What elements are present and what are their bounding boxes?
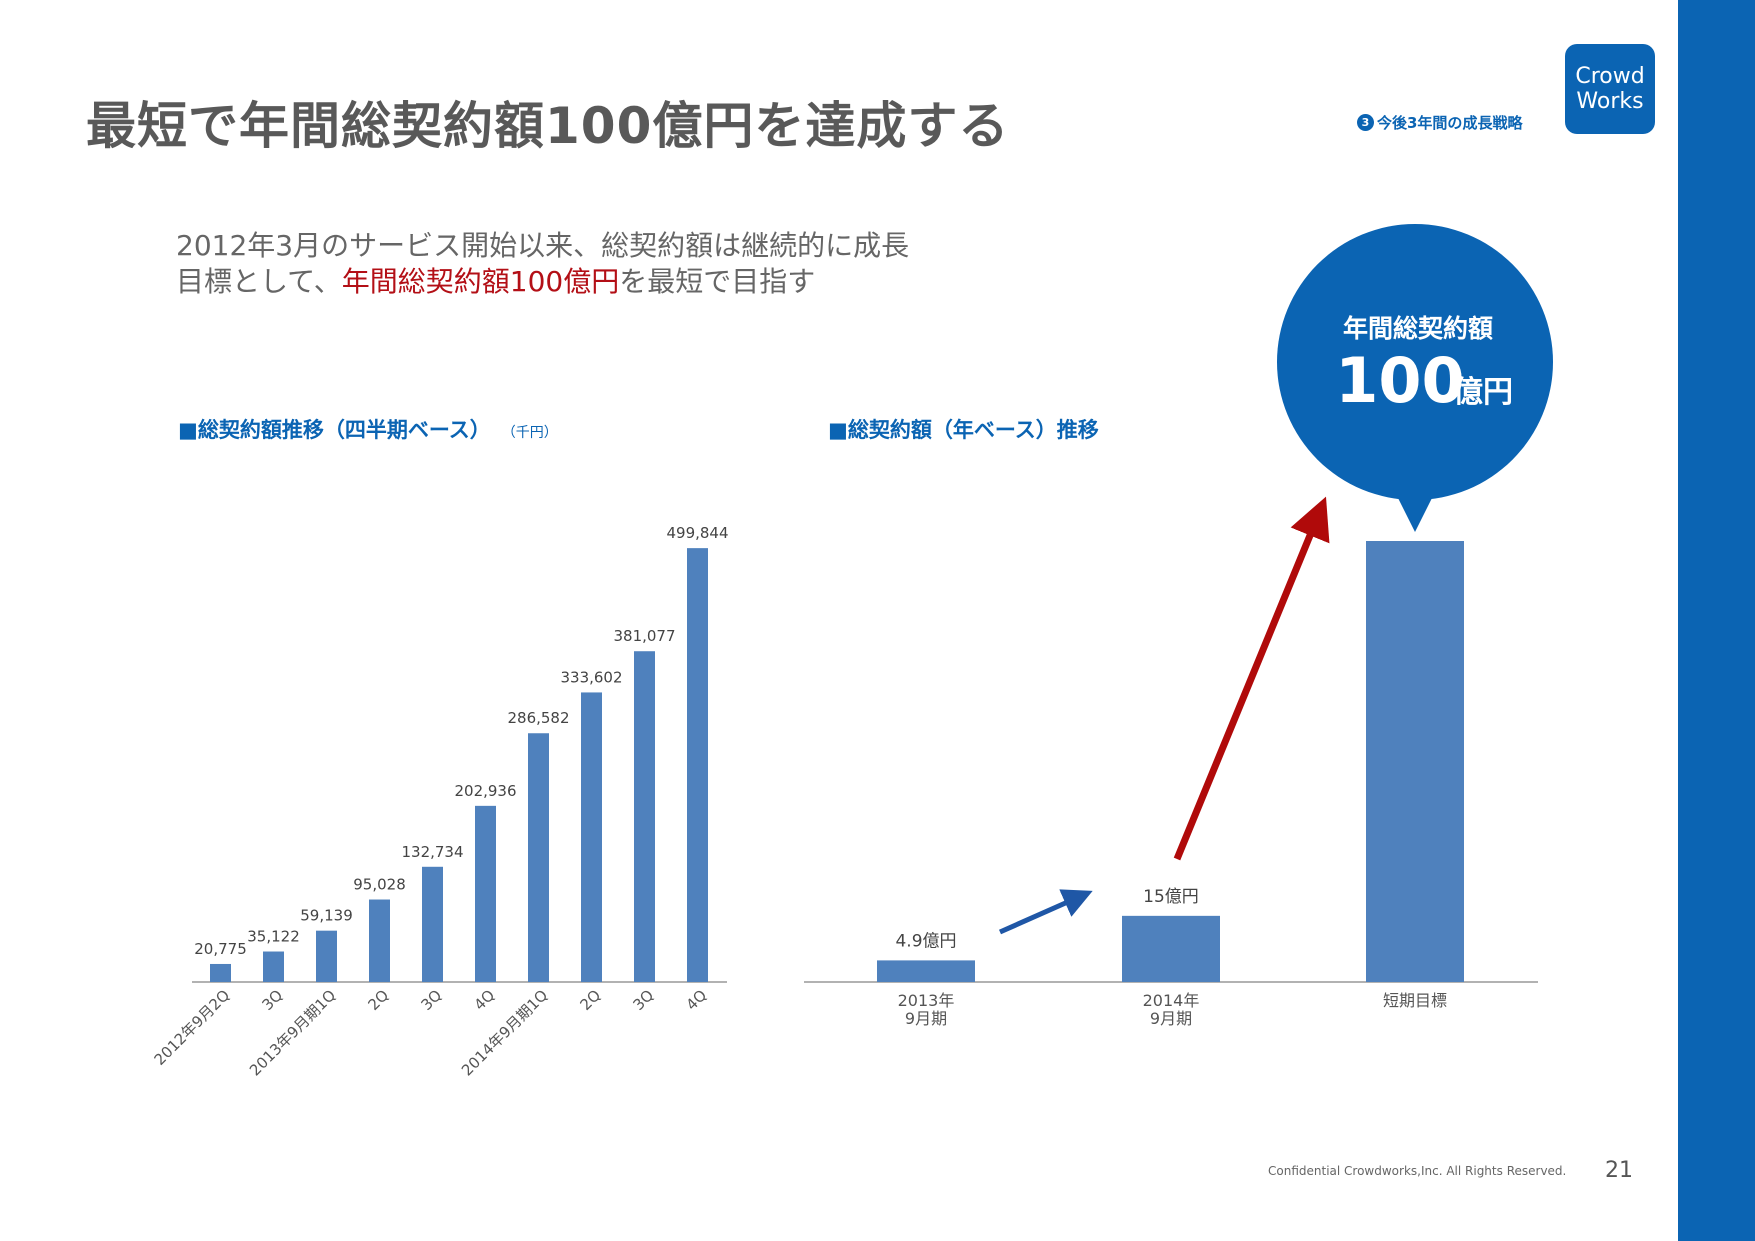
target-bubble-pointer (1393, 488, 1437, 532)
growth-arrow-red (1173, 496, 1330, 861)
copyright-footer: Confidential Crowdworks,Inc. All Rights … (1268, 1164, 1567, 1178)
quarterly-bar (528, 733, 549, 982)
right-accent-bar (1678, 0, 1755, 1241)
quarterly-bar (316, 930, 337, 982)
annual-tick-label: 9月期 (1150, 1009, 1192, 1028)
annual-chart-title: ■総契約額（年ベース）推移 (828, 418, 1099, 442)
quarterly-value-label: 59,139 (300, 907, 353, 925)
quarterly-value-label: 20,775 (194, 940, 247, 958)
quarterly-value-label: 286,582 (507, 709, 569, 727)
annual-tick-label: 2014年 (1143, 991, 1200, 1010)
growth-arrow-blue (998, 889, 1093, 935)
intro-line-1: 2012年3月のサービス開始以来、総契約額は継続的に成長 (176, 229, 910, 262)
annual-value-label: 15億円 (1143, 887, 1199, 907)
quarterly-tick-label: 3Q (258, 986, 286, 1014)
crowdworks-logo: Crowd Works (1565, 44, 1655, 134)
annual-tick-label: 短期目標 (1383, 991, 1447, 1010)
section-label: 今後3年間の成長戦略 (1377, 114, 1523, 132)
page-title: 最短で年間総契約額100億円を達成する (86, 97, 1010, 155)
quarterly-value-label: 381,077 (613, 627, 675, 645)
bubble-unit: 億円 (1453, 375, 1513, 410)
chart-decorations: 年間総契約額100億円 (998, 224, 1553, 935)
quarterly-tick-label: 3Q (629, 986, 657, 1014)
annual-bar (1366, 541, 1464, 982)
intro-text: 2012年3月のサービス開始以来、総契約額は継続的に成長 目標として、年間総契約… (176, 228, 909, 300)
quarterly-bar-chart: 20,7752012年9月2Q35,1223Q59,1392013年9月期1Q9… (151, 524, 729, 1079)
quarterly-tick-label: 4Q (682, 986, 710, 1014)
section-number-badge: 3 (1357, 114, 1374, 131)
quarterly-tick-label: 2Q (364, 986, 392, 1014)
quarterly-value-label: 499,844 (666, 524, 728, 542)
annual-bar (1122, 915, 1220, 982)
quarterly-bar (687, 548, 708, 982)
quarterly-bar (369, 899, 390, 982)
target-bubble (1277, 224, 1553, 500)
intro-line-2-prefix: 目標として、 (176, 265, 342, 298)
quarterly-bar (475, 805, 496, 982)
annual-value-label: 4.9億円 (895, 931, 956, 951)
quarterly-chart-title-text: ■総契約額推移（四半期ベース） (178, 418, 491, 442)
quarterly-value-label: 35,122 (247, 928, 300, 946)
quarterly-tick-label: 4Q (470, 986, 498, 1014)
annual-tick-label: 9月期 (905, 1009, 947, 1028)
annual-tick-label: 2013年 (898, 991, 955, 1010)
intro-highlight: 年間総契約額100億円 (341, 265, 620, 298)
page-number: 21 (1605, 1158, 1633, 1183)
logo-line-2: Works (1576, 89, 1644, 114)
intro-line-2-suffix: を最短で目指す (619, 265, 816, 298)
quarterly-tick-label: 2012年9月2Q (151, 986, 234, 1069)
logo-line-1: Crowd (1575, 64, 1645, 89)
annual-bar (877, 960, 975, 982)
quarterly-chart-title: ■総契約額推移（四半期ベース） （千円） (178, 414, 558, 444)
quarterly-value-label: 333,602 (560, 668, 622, 686)
bubble-label: 年間総契約額 (1343, 314, 1493, 343)
intro-line-2: 目標として、年間総契約額100億円を最短で目指す (176, 264, 909, 300)
quarterly-value-label: 132,734 (401, 843, 463, 861)
quarterly-bar (581, 692, 602, 982)
quarterly-chart-unit: （千円） (508, 425, 558, 441)
quarterly-tick-label: 3Q (417, 986, 445, 1014)
quarterly-value-label: 95,028 (353, 876, 406, 894)
quarterly-bar (210, 963, 231, 982)
quarterly-tick-label: 2Q (576, 986, 604, 1014)
quarterly-value-label: 202,936 (454, 782, 516, 800)
bubble-value: 100 (1335, 344, 1464, 417)
section-indicator: 3 今後3年間の成長戦略 (1357, 112, 1522, 133)
quarterly-bar (263, 951, 284, 982)
quarterly-bar (634, 651, 655, 982)
quarterly-bar (422, 866, 443, 982)
